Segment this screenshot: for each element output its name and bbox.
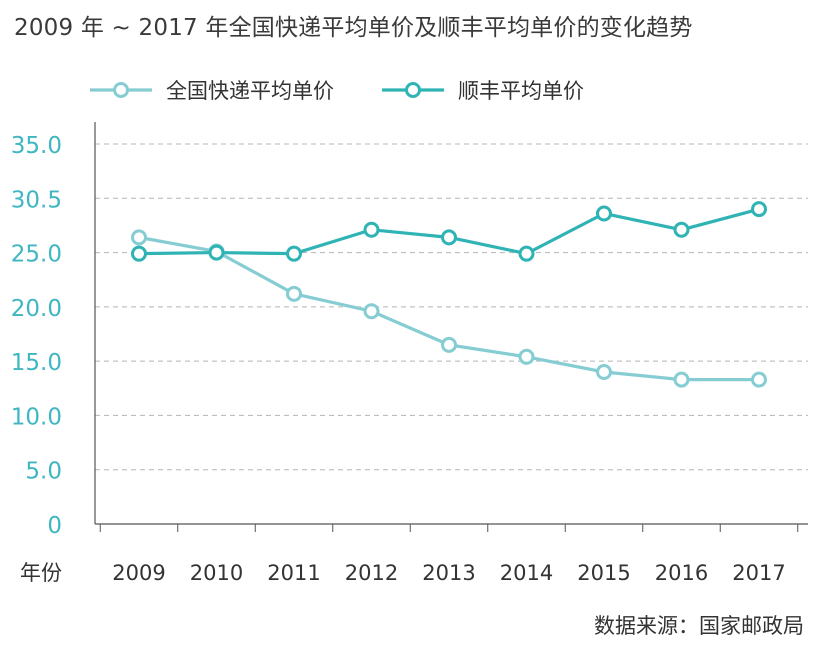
data-point — [673, 221, 690, 238]
data-point — [363, 303, 380, 320]
y-tick-label: 30.5 — [11, 187, 62, 213]
legend-label: 顺丰平均单价 — [458, 79, 584, 103]
data-point — [441, 336, 457, 353]
data-point — [286, 285, 302, 302]
data-point — [131, 245, 147, 262]
data-point — [751, 371, 767, 388]
series-line-1 — [138, 235, 759, 382]
x-tick-label: 2012 — [345, 561, 398, 585]
legend-item-1: 全国快递平均单价 — [90, 79, 334, 103]
data-point — [286, 245, 302, 262]
data-point — [596, 364, 612, 380]
legend-swatch-marker — [405, 82, 421, 98]
data-point — [208, 244, 225, 261]
data-point — [131, 229, 147, 246]
x-tick-label: 2010 — [190, 561, 243, 585]
legend: 全国快递平均单价 顺丰平均单价 — [90, 79, 584, 103]
x-tick-label: 2017 — [732, 561, 785, 585]
x-tick-label: 2013 — [422, 561, 475, 585]
data-source: 数据来源：国家邮政局 — [594, 614, 804, 638]
y-tick-label: 20.0 — [11, 296, 62, 322]
data-point — [673, 371, 690, 388]
data-point — [518, 245, 535, 262]
data-point — [363, 221, 380, 238]
y-tick-label: 0 — [47, 513, 62, 539]
data-point — [441, 229, 457, 246]
x-tick-label: 2016 — [655, 561, 708, 585]
y-axis-ticks: 0 5.0 10.0 15.0 20.0 25.0 30.5 35.0 — [11, 133, 62, 539]
legend-label: 全国快递平均单价 — [166, 79, 334, 103]
grid-lines — [95, 143, 808, 471]
y-tick-label: 5.0 — [25, 459, 62, 485]
data-point — [751, 201, 767, 218]
x-axis-ticks: 2009 2010 2011 2012 2013 2014 2015 2016 2017 年份 — [20, 524, 799, 585]
x-axis-label: 年份 — [20, 561, 62, 585]
series-group — [131, 201, 767, 388]
data-point — [518, 348, 535, 365]
legend-item-2: 顺丰平均单价 — [382, 79, 584, 103]
x-tick-label: 2015 — [577, 561, 630, 585]
data-point — [596, 205, 612, 222]
axes — [94, 122, 808, 525]
y-tick-label: 10.0 — [11, 404, 62, 430]
legend-swatch-marker — [113, 82, 129, 98]
x-tick-label: 2011 — [267, 561, 320, 585]
y-tick-label: 25.0 — [11, 242, 62, 268]
x-tick-label: 2009 — [112, 561, 165, 585]
x-tick-label: 2014 — [500, 561, 553, 585]
y-tick-label: 35.0 — [11, 133, 62, 159]
chart-title: 2009 年 ~ 2017 年全国快递平均单价及顺丰平均单价的变化趋势 — [14, 15, 693, 41]
y-tick-label: 15.0 — [11, 350, 62, 376]
